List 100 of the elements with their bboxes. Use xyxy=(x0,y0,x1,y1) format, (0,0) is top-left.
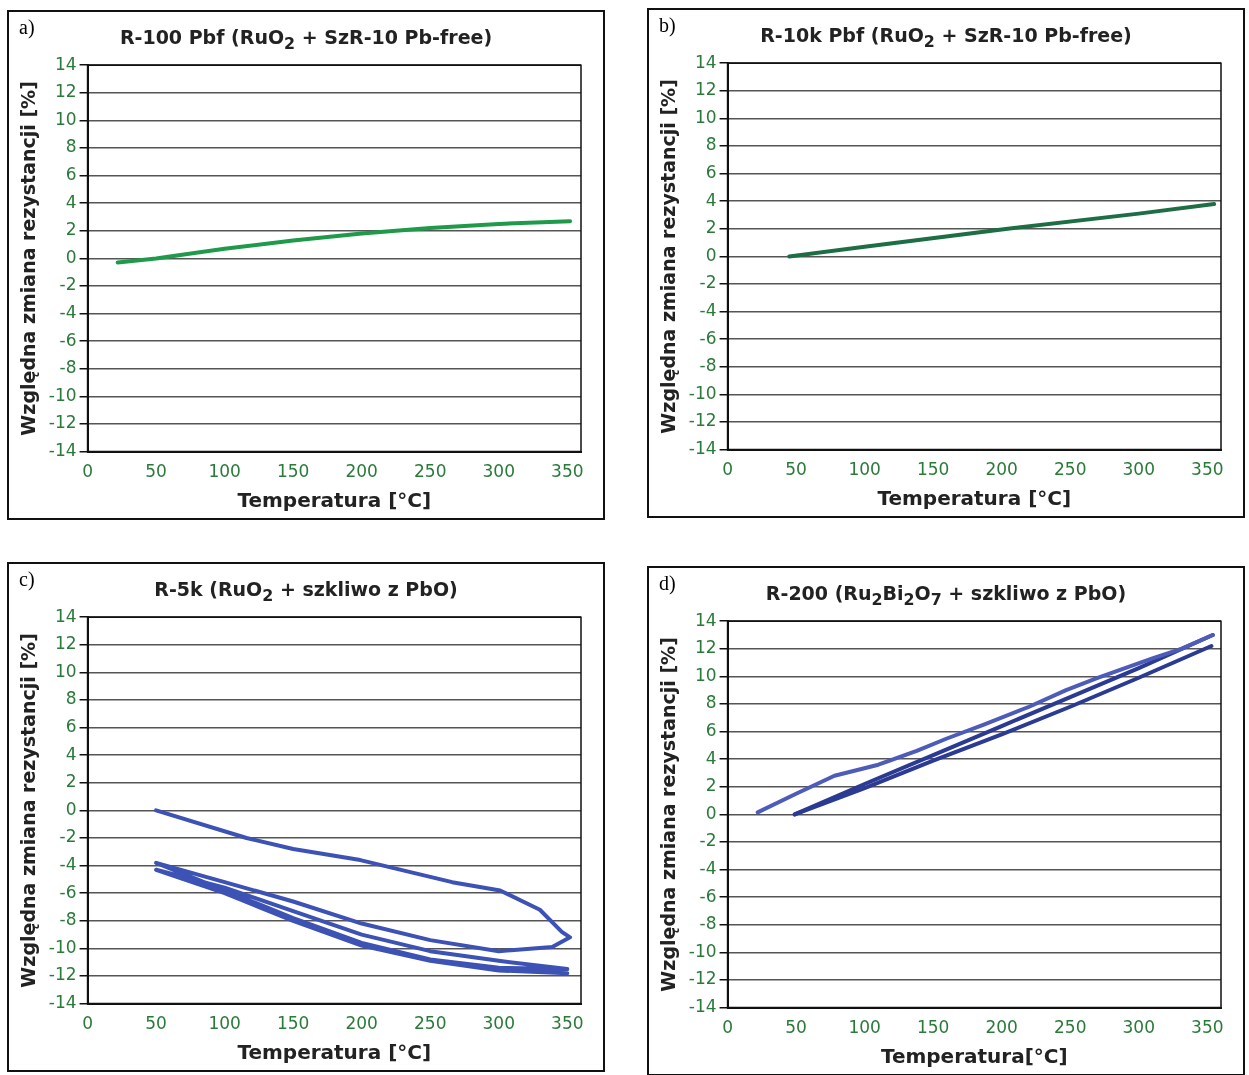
y-tick-label: -6 xyxy=(699,885,717,906)
y-tick-label: -4 xyxy=(699,858,717,879)
y-tick-label: 4 xyxy=(705,189,717,210)
y-tick-label: -8 xyxy=(699,913,717,934)
x-tick-label: 0 xyxy=(82,461,93,482)
x-tick-label: 150 xyxy=(276,461,310,482)
y-tick-label: 2 xyxy=(65,219,77,240)
x-tick-label: 50 xyxy=(785,459,807,480)
y-tick-label: 4 xyxy=(705,747,717,768)
x-tick-label: 150 xyxy=(916,1017,950,1038)
x-tick-label: 250 xyxy=(1054,459,1087,480)
x-tick-label: 50 xyxy=(145,461,167,482)
y-tick-label: -6 xyxy=(59,881,77,902)
y-tick-label: -12 xyxy=(48,412,77,433)
y-tick-label: -2 xyxy=(59,274,77,295)
x-tick-label: 0 xyxy=(82,1013,93,1034)
x-tick-label: 350 xyxy=(551,461,584,482)
y-tick-label: -14 xyxy=(48,440,77,461)
y-axis-title: Względna zmiana rezystancji [%] xyxy=(657,637,680,992)
y-tick-label: 6 xyxy=(65,164,77,185)
x-tick-label: 250 xyxy=(414,1013,447,1034)
x-tick-label: 300 xyxy=(1122,459,1155,480)
y-tick-label: 4 xyxy=(65,743,77,764)
x-tick-label: 350 xyxy=(551,1013,584,1034)
y-tick-label: -2 xyxy=(59,826,77,847)
y-tick-label: -12 xyxy=(688,410,717,431)
y-tick-label: 14 xyxy=(54,605,77,626)
text: b) xyxy=(659,14,676,37)
y-tick-label: 8 xyxy=(705,134,717,155)
chart-title: R-5k (RuO$_{2}$ + szkliwo z PbO) xyxy=(154,578,458,605)
y-tick-label: 8 xyxy=(65,136,77,157)
y-tick-label: 0 xyxy=(65,798,77,819)
y-tick-label: 14 xyxy=(694,51,717,72)
y-tick-label: -10 xyxy=(48,384,77,405)
x-tick-label: 50 xyxy=(145,1013,167,1034)
y-tick-label: 0 xyxy=(705,244,717,265)
y-tick-label: -6 xyxy=(59,329,77,350)
y-tick-label: -10 xyxy=(48,936,77,957)
x-tick-label: 100 xyxy=(208,461,241,482)
y-tick-label: -12 xyxy=(48,964,77,985)
y-tick-label: 2 xyxy=(65,771,77,792)
y-tick-label: 4 xyxy=(65,191,77,212)
y-tick-label: -10 xyxy=(688,940,717,961)
y-tick-label: -8 xyxy=(59,357,77,378)
x-tick-label: 200 xyxy=(345,1013,378,1034)
y-axis-title: Względna zmiana rezystancji [%] xyxy=(17,633,40,988)
x-axis-title: Temperatura [°C] xyxy=(237,1040,432,1065)
x-tick-label: 250 xyxy=(1054,1017,1087,1038)
x-tick-label: 250 xyxy=(414,461,447,482)
y-axis-title: Względna zmiana rezystancji [%] xyxy=(657,79,680,434)
x-tick-label: 300 xyxy=(482,1013,515,1034)
y-tick-label: -8 xyxy=(59,909,77,930)
y-axis-title: Względna zmiana rezystancji [%] xyxy=(17,81,40,436)
x-tick-label: 0 xyxy=(722,1017,733,1038)
y-tick-label: 2 xyxy=(705,217,717,238)
x-tick-label: 100 xyxy=(848,1017,881,1038)
y-tick-label: -14 xyxy=(48,992,77,1013)
x-axis-title: Temperatura [°C] xyxy=(237,488,432,513)
y-tick-label: 2 xyxy=(705,775,717,796)
x-tick-label: 100 xyxy=(208,1013,241,1034)
y-tick-label: 6 xyxy=(705,162,717,183)
y-tick-label: 10 xyxy=(694,664,717,685)
x-tick-label: 0 xyxy=(722,459,733,480)
x-tick-label: 300 xyxy=(482,461,515,482)
y-tick-label: -4 xyxy=(59,854,77,875)
y-tick-label: 10 xyxy=(54,108,77,129)
y-tick-label: 8 xyxy=(65,688,77,709)
x-tick-label: 350 xyxy=(1191,459,1224,480)
y-tick-label: 12 xyxy=(694,79,717,100)
y-tick-label: 6 xyxy=(65,716,77,737)
y-tick-label: -4 xyxy=(59,302,77,323)
text: d) xyxy=(659,572,676,595)
chart-title: R-200 (Ru$_{2}$Bi$_{2}$O$_{7}$ + szkliwo z PbO) xyxy=(765,582,1127,609)
chart-title: R-10k Pbf (RuO$_{2}$ + SzR-10 Pb-free) xyxy=(760,24,1132,51)
y-tick-label: 6 xyxy=(705,720,717,741)
y-tick-label: -2 xyxy=(699,830,717,851)
x-axis-title: Temperatura[°C] xyxy=(880,1044,1068,1069)
x-axis-title: Temperatura [°C] xyxy=(877,486,1072,511)
y-tick-label: 10 xyxy=(54,660,77,681)
x-tick-label: 200 xyxy=(985,459,1018,480)
y-tick-label: -2 xyxy=(699,272,717,293)
y-tick-label: 8 xyxy=(705,692,717,713)
chart-title: R-100 Pbf (RuO$_{2}$ + SzR-10 Pb-free) xyxy=(119,26,493,53)
x-tick-label: 350 xyxy=(1191,1017,1224,1038)
x-tick-label: 150 xyxy=(276,1013,310,1034)
y-tick-label: -14 xyxy=(688,438,717,459)
x-tick-label: 100 xyxy=(848,459,881,480)
y-tick-label: 12 xyxy=(54,633,77,654)
y-tick-label: 0 xyxy=(705,802,717,823)
y-tick-label: 12 xyxy=(54,81,77,102)
x-tick-label: 200 xyxy=(345,461,378,482)
y-tick-label: 10 xyxy=(694,106,717,127)
text: c) xyxy=(19,568,35,591)
y-tick-label: -8 xyxy=(699,355,717,376)
x-tick-label: 150 xyxy=(916,459,950,480)
y-tick-label: -6 xyxy=(699,327,717,348)
y-tick-label: -4 xyxy=(699,300,717,321)
y-tick-label: 0 xyxy=(65,246,77,267)
x-tick-label: 200 xyxy=(985,1017,1018,1038)
x-tick-label: 50 xyxy=(785,1017,807,1038)
